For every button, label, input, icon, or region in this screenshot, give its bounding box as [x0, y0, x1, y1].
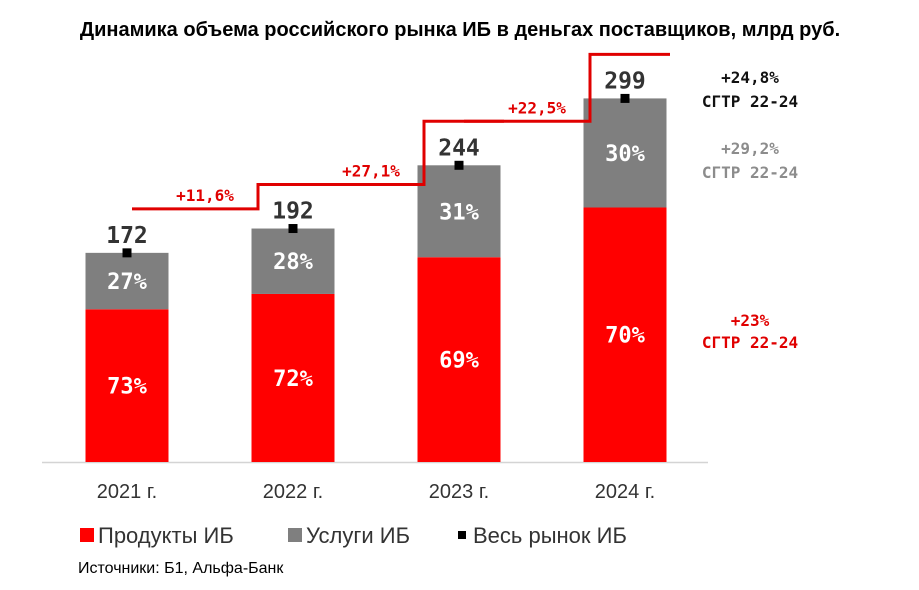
total-marker-2	[454, 160, 464, 170]
bar-products-3	[583, 207, 667, 462]
bar-services-label-3: 30%	[605, 142, 645, 167]
bar-services-label-0: 27%	[107, 270, 147, 295]
legend-label-0: Продукты ИБ	[98, 523, 234, 548]
legend-swatch-1	[288, 528, 302, 542]
plot-area: 73% 27% 172 2021 г. 72% 28% 192 2022 г. 69% 31% 24…	[42, 52, 798, 503]
total-marker-0	[122, 248, 132, 258]
bar-products-0	[85, 309, 169, 462]
bar-services-label-1: 28%	[273, 250, 313, 275]
total-label-2: 244	[438, 135, 480, 161]
bar-products-label-3: 70%	[605, 324, 645, 349]
legend: Продукты ИБ Услуги ИБ Весь рынок ИБ	[80, 523, 627, 548]
bar-products-label-2: 69%	[439, 349, 479, 374]
bar-products-2	[417, 257, 501, 462]
cagr-label-2: СГТР 22-24	[702, 333, 798, 352]
bar-products-1	[251, 293, 335, 462]
bar-products-label-0: 73%	[107, 375, 147, 400]
bar-services-2	[417, 165, 501, 258]
growth-label-2: +22,5%	[508, 98, 566, 117]
total-label-0: 172	[106, 223, 148, 249]
cagr-pct-2: +23%	[731, 311, 770, 330]
x-tick-label-1: 2022 г.	[263, 481, 323, 503]
total-label-1: 192	[272, 199, 314, 225]
bar-services-0	[85, 252, 169, 310]
total-marker-3	[620, 93, 630, 103]
total-label-3: 299	[604, 68, 646, 94]
legend-swatch-2	[458, 531, 466, 539]
legend-swatch-0	[80, 528, 94, 542]
legend-label-2: Весь рынок ИБ	[473, 523, 627, 548]
bar-products-label-1: 72%	[273, 367, 313, 392]
x-tick-label-0: 2021 г.	[97, 481, 157, 503]
legend-label-1: Услуги ИБ	[306, 523, 410, 548]
chart-title: Динамика объема российского рынка ИБ в д…	[80, 19, 840, 41]
x-tick-label-3: 2024 г.	[595, 481, 655, 503]
cagr-label-0: СГТР 22-24	[702, 92, 798, 111]
growth-label-0: +11,6%	[176, 186, 234, 205]
total-marker-1	[288, 224, 298, 234]
bar-services-1	[251, 228, 335, 294]
growth-label-1: +27,1%	[342, 162, 400, 181]
cagr-label-1: СГТР 22-24	[702, 163, 798, 182]
source-note: Источники: Б1, Альфа-Банк	[78, 560, 284, 577]
cagr-pct-1: +29,2%	[721, 139, 779, 158]
x-tick-label-2: 2023 г.	[429, 481, 489, 503]
bar-services-label-2: 31%	[439, 200, 479, 225]
growth-connector-2	[464, 52, 670, 123]
cagr-pct-0: +24,8%	[721, 68, 779, 87]
bar-services-3	[583, 98, 667, 208]
